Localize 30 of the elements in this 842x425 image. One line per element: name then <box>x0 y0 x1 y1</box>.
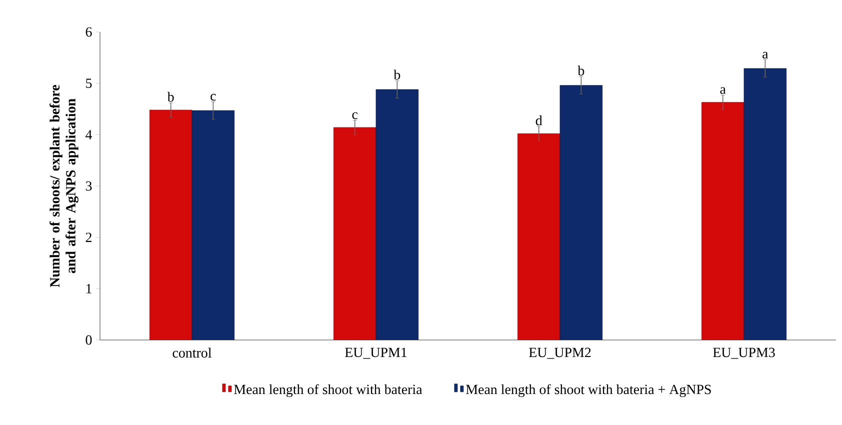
x-tick-label: EU_UPM2 <box>529 348 591 359</box>
legend-label: Mean length of shoot with bateria + AgNPS <box>466 384 711 398</box>
y-tick-label: 1 <box>86 284 92 294</box>
x-tick-label: control <box>172 348 212 358</box>
bar <box>517 133 560 340</box>
y-tick-label: 3 <box>86 181 92 191</box>
bar <box>192 110 235 340</box>
y-tick-label: 2 <box>86 232 92 242</box>
data-label: d <box>536 115 542 126</box>
data-label: a <box>720 87 726 94</box>
y-tick-label: 0 <box>86 335 92 345</box>
y-tick-label: 5 <box>86 78 92 88</box>
data-label: c <box>210 94 216 101</box>
x-tick-label: EU_UPM1 <box>345 348 407 359</box>
data-label: b <box>167 92 174 102</box>
data-label: b <box>394 70 400 80</box>
data-label: b <box>578 66 584 76</box>
data-label: c <box>352 112 358 120</box>
bar <box>701 102 744 340</box>
bar <box>744 68 787 340</box>
bar <box>376 89 419 340</box>
y-axis-title: Number of shoots/ explant before and after AgNPS application <box>50 84 78 288</box>
data-label: a <box>762 52 768 59</box>
y-tick-label: 4 <box>86 130 92 140</box>
bar <box>149 110 192 340</box>
legend-label: Mean length of shoot with bateria <box>234 384 422 398</box>
x-tick-label: EU_UPM3 <box>713 348 775 359</box>
y-tick-label: 6 <box>86 27 92 37</box>
bar <box>560 85 603 340</box>
bar <box>333 127 376 340</box>
